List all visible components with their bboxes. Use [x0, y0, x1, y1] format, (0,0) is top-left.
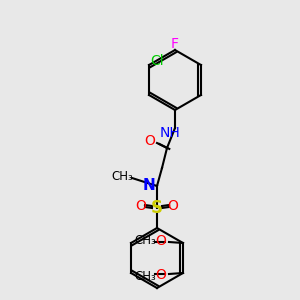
Text: O: O [168, 199, 178, 213]
Text: S: S [151, 199, 163, 217]
Text: O: O [145, 134, 155, 148]
Text: O: O [136, 199, 146, 213]
Text: F: F [171, 37, 179, 51]
Text: Cl: Cl [150, 54, 164, 68]
Text: CH₃: CH₃ [134, 269, 156, 283]
Text: O: O [155, 268, 167, 282]
Text: CH₃: CH₃ [134, 235, 156, 248]
Text: CH₃: CH₃ [111, 169, 133, 182]
Text: O: O [155, 234, 167, 248]
Text: N: N [142, 178, 155, 194]
Text: NH: NH [160, 126, 180, 140]
